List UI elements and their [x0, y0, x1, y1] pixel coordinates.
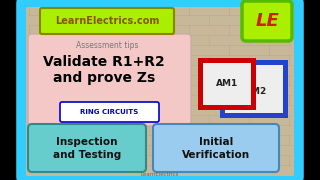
Text: Verification: Verification	[182, 150, 250, 160]
Bar	[0, 0, 22, 180]
Text: AM1: AM1	[216, 80, 238, 89]
Bar	[225, 65, 283, 113]
Text: LearnElectrics: LearnElectrics	[141, 172, 179, 177]
Bar	[198, 58, 256, 110]
Text: Assessment tips: Assessment tips	[76, 42, 138, 51]
FancyBboxPatch shape	[19, 0, 301, 180]
Bar	[298, 0, 320, 180]
FancyBboxPatch shape	[242, 1, 292, 41]
Text: AM2: AM2	[245, 87, 267, 96]
Text: and Testing: and Testing	[53, 150, 121, 160]
FancyBboxPatch shape	[153, 124, 279, 172]
Text: Initial: Initial	[199, 137, 233, 147]
FancyBboxPatch shape	[26, 7, 294, 176]
Text: and prove Zs: and prove Zs	[53, 71, 155, 85]
FancyBboxPatch shape	[40, 8, 174, 34]
Text: LE: LE	[255, 12, 279, 30]
Text: Inspection: Inspection	[56, 137, 118, 147]
Bar	[220, 60, 288, 118]
Text: RING CIRCUITS: RING CIRCUITS	[80, 109, 138, 115]
Bar	[203, 63, 251, 105]
FancyBboxPatch shape	[28, 124, 146, 172]
FancyBboxPatch shape	[28, 34, 191, 126]
Text: LearnElectrics.com: LearnElectrics.com	[55, 16, 159, 26]
FancyBboxPatch shape	[60, 102, 159, 122]
Text: Validate R1+R2: Validate R1+R2	[43, 55, 165, 69]
